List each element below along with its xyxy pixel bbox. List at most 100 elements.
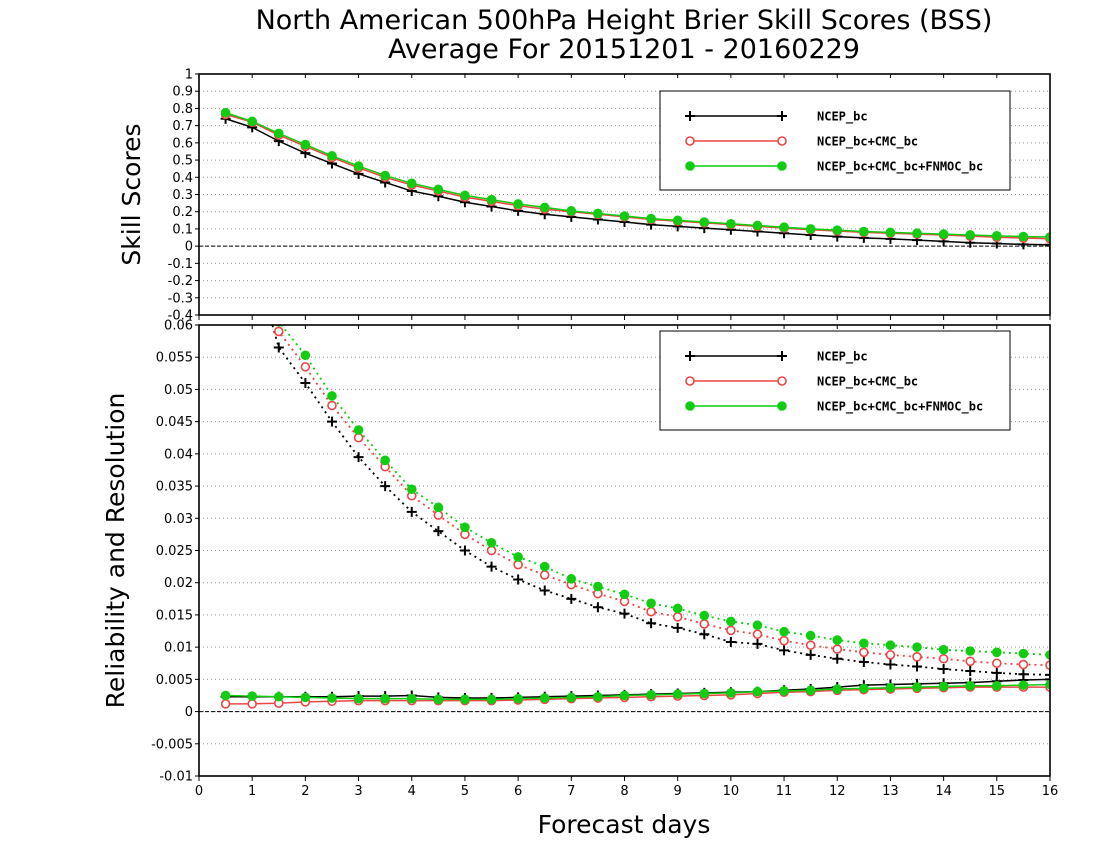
relres-series-1-point <box>300 362 311 372</box>
relres-series-2-point <box>912 642 922 652</box>
relres-series-0-point <box>805 649 816 660</box>
relres-series-0-point <box>779 645 790 656</box>
skill-series-group <box>220 107 1050 250</box>
relres-series-5-point <box>805 685 816 696</box>
relres-series-0-point <box>885 659 896 670</box>
skill-y-tick-label: -0.2 <box>168 274 193 289</box>
relres-series-1-point <box>539 570 550 580</box>
relres-series-5-point <box>433 694 444 705</box>
relres-y-tick-label: 0.055 <box>156 351 193 366</box>
relres-legend-swatch-marker <box>685 401 695 411</box>
relres-series-5-point <box>539 693 550 703</box>
relres-series-2-point <box>965 646 976 656</box>
relres-y-axis-title: Reliability and Resolution <box>101 393 130 709</box>
relres-series-5-point <box>247 691 257 701</box>
skill-series-2-point <box>672 215 683 226</box>
chart-title-line2: Average For 20151201 - 20160229 <box>388 34 860 65</box>
skill-series-0-point <box>1045 239 1050 250</box>
x-tick-label: 11 <box>776 784 793 799</box>
relres-series-0-point <box>221 159 231 169</box>
relres-series-2-point <box>327 391 337 401</box>
skill-series-2-point <box>859 226 869 237</box>
relres-series-1-point <box>805 640 816 651</box>
relres-series-5-point <box>300 692 311 703</box>
skill-series-2-point <box>938 229 949 239</box>
relres-y-tick-label: 0.04 <box>164 447 193 462</box>
relres-series-5-point <box>699 688 710 699</box>
relres-series-5-point <box>1045 679 1050 690</box>
skill-series-2-point <box>220 107 231 118</box>
relres-series-0-point <box>486 561 497 572</box>
skill-series-2-point <box>273 128 284 139</box>
skill-plot-frame <box>198 73 1051 316</box>
skill-series-2-point <box>433 184 444 195</box>
relres-series-0-point <box>619 608 630 619</box>
relres-series-5-point <box>486 694 497 705</box>
relres-series-2-point <box>566 574 577 584</box>
relres-series-0-point <box>672 622 683 633</box>
skill-y-tick-label: 0.9 <box>172 85 193 100</box>
relres-series-2-point <box>885 640 896 651</box>
skill-series-2-point <box>1045 232 1050 242</box>
relres-series-1-point <box>938 653 949 664</box>
skill-series-2-point <box>885 227 896 238</box>
relres-series-2-point <box>539 561 550 572</box>
skill-legend-swatch-marker <box>685 161 695 171</box>
relres-series-2-point <box>832 635 843 645</box>
relres-series-1-point <box>222 141 230 149</box>
skill-legend-swatch-marker <box>685 111 695 121</box>
x-tick-label: 14 <box>935 784 952 799</box>
relres-series-5-point <box>672 689 683 699</box>
relres-y-tick-label: -0.005 <box>151 737 193 752</box>
skill-series-2-point <box>699 217 710 227</box>
relres-series-5-point <box>912 682 922 692</box>
relres-series-2-point <box>380 455 390 466</box>
relres-series-0-point <box>699 629 710 640</box>
relres-series-2-point <box>486 537 497 548</box>
skill-series-2-point <box>486 194 497 205</box>
relres-series-5-point <box>513 693 523 704</box>
skill-series-2-point <box>992 231 1002 241</box>
relres-legend-swatch-marker <box>685 351 695 361</box>
relres-y-tick-label: -0.01 <box>159 770 193 785</box>
x-tick-label: 13 <box>882 784 899 799</box>
relres-series-2-point <box>779 626 789 637</box>
x-tick-label: 9 <box>674 784 682 799</box>
relres-series-5-point <box>965 681 976 691</box>
relres-series-0-point <box>592 602 603 613</box>
skill-y-tick-label: 0.6 <box>172 136 193 151</box>
skill-y-tick-label: 0.8 <box>172 102 193 117</box>
relres-series-5-point <box>832 684 843 694</box>
x-tick-label: 0 <box>195 784 203 799</box>
relres-series-5-point <box>220 690 231 701</box>
relres-series-1-point <box>672 612 683 622</box>
relres-series-0-point <box>752 638 763 649</box>
relres-legend-swatch-marker <box>777 376 787 386</box>
relres-series-0-point <box>912 661 923 672</box>
relres-series-0-point <box>938 664 949 675</box>
relres-series-0-point <box>406 506 417 517</box>
skill-series-2-point <box>593 208 603 219</box>
relres-series-4-point <box>247 699 257 709</box>
relres-series-5-point <box>992 681 1002 691</box>
x-tick-label: 8 <box>620 784 628 799</box>
skill-legend-swatch-marker <box>777 161 787 171</box>
relres-series-5-point <box>460 694 470 705</box>
x-tick-label: 5 <box>461 784 469 799</box>
skill-y-axis-title: Skill Scores <box>117 123 146 265</box>
relres-series-4-point <box>220 699 231 709</box>
relres-series-2-point <box>619 589 630 600</box>
relres-series-5-point <box>726 688 736 698</box>
relres-series-5-point <box>619 690 630 701</box>
skill-series-2-point <box>327 150 337 161</box>
relres-series-0-point <box>725 636 736 647</box>
relres-series-1-point <box>353 432 364 443</box>
skill-series-2-point <box>460 190 470 201</box>
relres-series-5-point <box>273 691 284 702</box>
relres-series-2-point <box>938 644 949 655</box>
x-tick-label: 7 <box>567 784 575 799</box>
relres-series-1-point <box>832 644 843 654</box>
relres-series-1-point <box>248 231 256 239</box>
skill-series-2-point <box>300 139 311 150</box>
